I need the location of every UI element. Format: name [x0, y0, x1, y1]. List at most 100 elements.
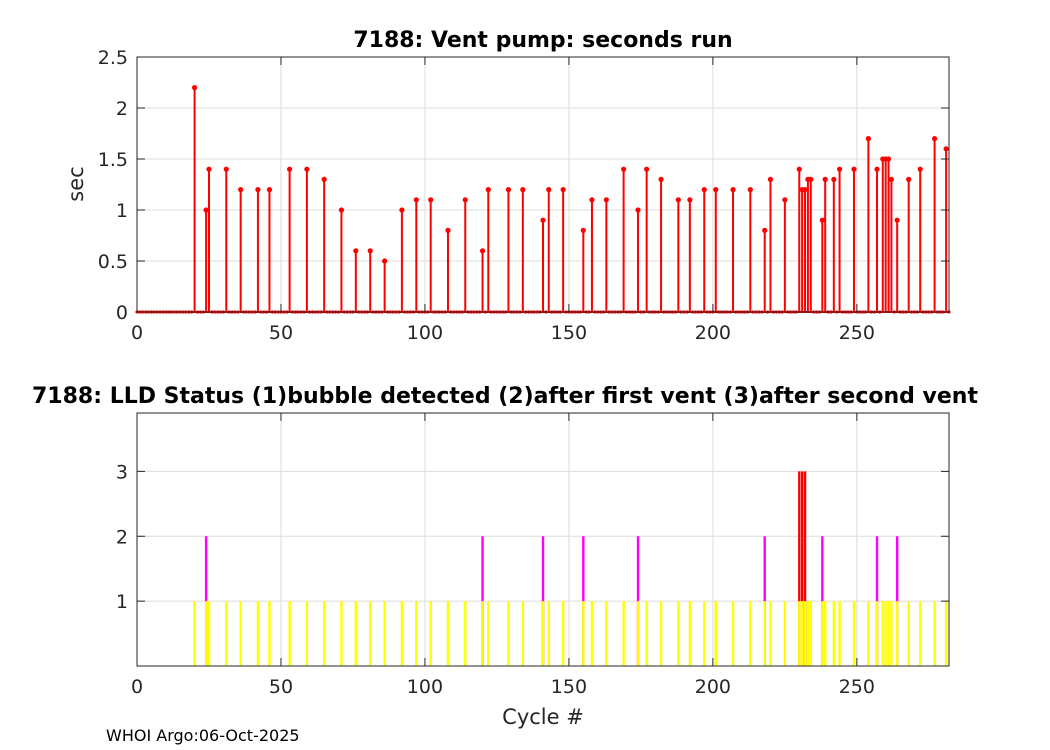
lld-status-bar: [582, 536, 585, 666]
vent-pump-point: [675, 197, 681, 203]
lld-status-bar: [288, 601, 291, 666]
lld-status-bar: [688, 601, 692, 666]
vent-pump-point: [635, 207, 641, 213]
vent-pump-point: [808, 176, 814, 182]
lld-status-bar: [731, 601, 735, 666]
lld-status-bar: [867, 601, 870, 666]
vent-pump-point: [255, 187, 261, 193]
vent-pump-point: [917, 166, 923, 172]
vent-pump-ytick-label: 1: [116, 200, 128, 222]
vent-pump-point: [874, 166, 880, 172]
vent-pump-point: [353, 248, 359, 254]
vent-pump-ytick-label: 1.5: [98, 149, 128, 171]
vent-pump-point: [589, 197, 595, 203]
lld-status-bar: [763, 601, 766, 666]
vent-pump-point: [603, 197, 609, 203]
vent-pump-point: [223, 166, 229, 172]
lld-status-bar: [944, 601, 948, 666]
vent-pump-point: [428, 197, 434, 203]
vent-pump-point: [413, 197, 419, 203]
vent-pump-axes-box: [136, 56, 950, 313]
vent-pump-point: [836, 166, 843, 172]
vent-pump-point: [304, 166, 310, 172]
vent-pump-point: [621, 166, 627, 172]
vent-pump-point: [658, 176, 664, 182]
lld-status-bar: [369, 601, 372, 666]
vent-pump-point: [445, 227, 451, 233]
lld-status-bar: [340, 601, 343, 666]
vent-pump-xtick-label: 50: [269, 322, 293, 344]
lld-status-bar: [919, 601, 922, 666]
lld-status-bar: [881, 601, 884, 666]
lld-status-bar: [354, 601, 358, 666]
vent-pump-point: [520, 187, 526, 193]
lld-status-bar: [481, 601, 484, 666]
lld-status-bar: [464, 601, 467, 666]
vent-pump-ylabel: sec: [64, 166, 88, 201]
lld-status-bar: [256, 601, 260, 666]
lld-status-bar: [659, 601, 663, 666]
vent-pump-point: [819, 217, 825, 223]
lld-status-ytick-label: 1: [116, 591, 128, 613]
vent-pump-point: [479, 248, 486, 254]
lld-status-bar: [268, 601, 271, 666]
vent-pump-point: [580, 227, 586, 233]
vent-pump-point: [894, 217, 900, 223]
vent-pump-point: [888, 176, 895, 182]
lld-status-bar: [487, 601, 490, 666]
vent-pump-point: [399, 207, 405, 213]
lld-status-bar: [803, 471, 807, 666]
lld-status-xtick-label: 150: [551, 676, 587, 698]
lld-status-bar: [832, 601, 836, 666]
vent-pump-ticks: 0 50 100 150 200 250 0 0.5 1 1.5 2 2.5: [98, 47, 949, 344]
lld-status-bar: [703, 601, 706, 666]
lld-status-bar: [823, 601, 827, 666]
lld-status-bar: [481, 536, 484, 666]
lld-status-bar: [239, 601, 242, 666]
lld-status-chart: 7188: LLD Status (1)bubble detected (2)a…: [32, 384, 978, 729]
vent-pump-point: [687, 197, 693, 203]
lld-status-bar: [636, 536, 640, 666]
lld-status-data: [193, 471, 948, 666]
vent-pump-point: [505, 187, 512, 193]
lld-status-xtick-label: 200: [695, 676, 731, 698]
lld-status-bar: [622, 601, 625, 666]
lld-status-xtick-label: 0: [131, 676, 143, 698]
vent-pump-ytick-label: 2: [116, 98, 128, 120]
lld-status-bar: [193, 601, 196, 666]
lld-status-xlabel: Cycle #: [502, 705, 584, 729]
vent-pump-point: [546, 187, 552, 193]
vent-pump-point: [191, 85, 198, 91]
lld-status-bar: [800, 471, 804, 666]
lld-status-ytick-label: 2: [116, 526, 128, 548]
vent-pump-title: 7188: Vent pump: seconds run: [353, 28, 732, 53]
vent-pump-xtick-label: 250: [839, 322, 875, 344]
lld-status-ytick-label: 3: [116, 461, 128, 483]
vent-pump-ytick-label: 2.5: [98, 47, 128, 69]
lld-status-bar: [429, 601, 432, 666]
vent-pump-point: [701, 187, 707, 193]
lld-status-bar: [541, 536, 545, 666]
vent-pump-point: [906, 176, 912, 182]
lld-status-bar: [887, 601, 890, 666]
vent-pump-point: [943, 146, 949, 152]
vent-pump-xtick-label: 100: [407, 322, 443, 344]
vent-pump-point: [540, 217, 546, 223]
vent-pump-point: [822, 176, 828, 182]
vent-pump-xtick-label: 150: [551, 322, 587, 344]
lld-status-bar: [207, 601, 211, 666]
lld-status-bar: [521, 601, 525, 666]
vent-pump-point: [238, 187, 244, 193]
lld-status-bar: [415, 601, 418, 666]
vent-pump-point: [560, 187, 566, 193]
lld-status-bar: [875, 601, 879, 666]
vent-pump-xtick-label: 0: [131, 322, 143, 344]
vent-pump-point: [206, 166, 212, 172]
lld-status-bar: [383, 601, 386, 666]
vent-pump-point: [485, 187, 491, 193]
vent-pump-point: [367, 248, 373, 254]
vent-pump-point: [885, 156, 892, 162]
lld-status-bar: [798, 601, 801, 666]
lld-status-bar: [322, 601, 326, 666]
vent-pump-xtick-label: 200: [695, 322, 731, 344]
